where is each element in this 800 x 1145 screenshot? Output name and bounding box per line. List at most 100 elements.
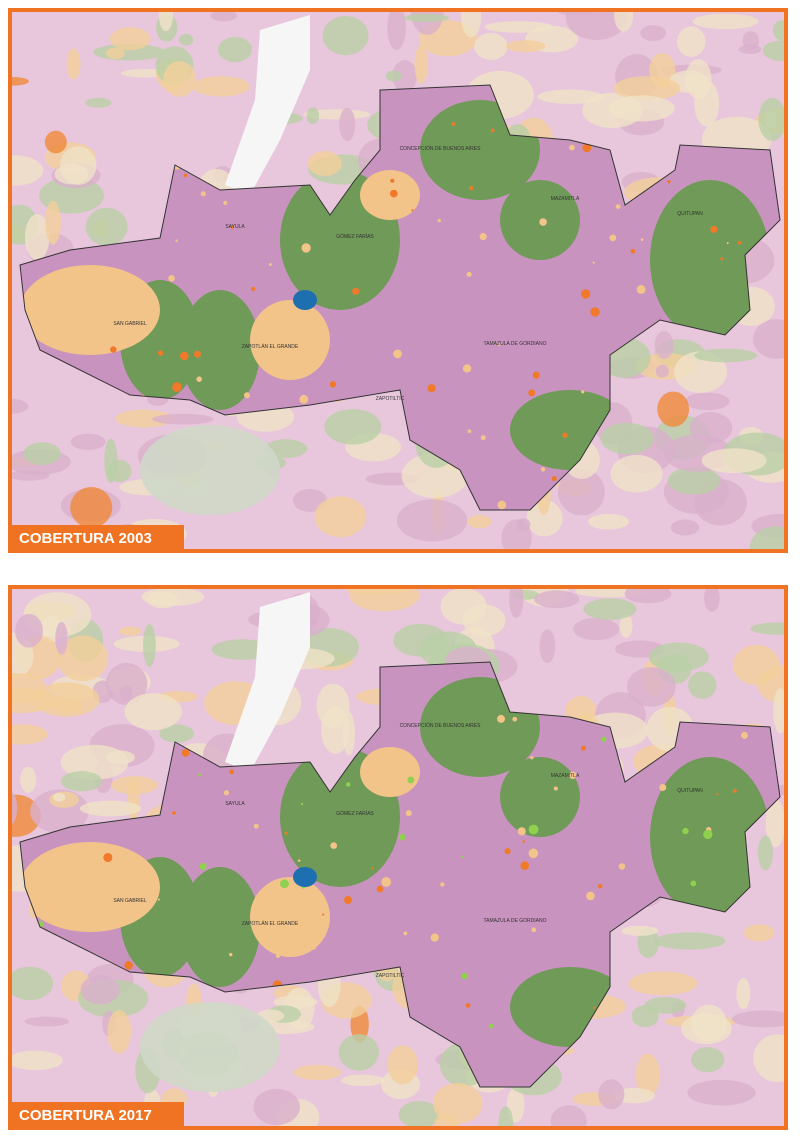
cover-dot — [299, 394, 309, 404]
cover-dot — [517, 827, 526, 836]
cover-dot — [682, 827, 689, 835]
cover-dot — [437, 218, 441, 223]
land-cover-patch — [57, 635, 109, 682]
land-cover-patch — [750, 622, 786, 635]
land-cover-patch — [687, 1079, 756, 1106]
land-cover-patch — [85, 207, 128, 246]
land-cover-patch — [588, 513, 630, 530]
land-cover-patch — [20, 766, 37, 793]
land-cover-patch — [24, 1016, 70, 1027]
land-cover-patch — [342, 712, 355, 756]
land-cover-patch — [338, 1034, 380, 1071]
land-cover-patch — [573, 617, 620, 641]
land-cover-patch — [691, 1047, 725, 1073]
cover-dot — [297, 859, 301, 862]
land-cover-patch — [509, 587, 524, 619]
cover-dot — [279, 879, 289, 889]
land-cover-patch — [461, 10, 482, 38]
cover-dot — [157, 898, 160, 901]
cover-dot — [667, 180, 671, 184]
cover-dot — [630, 248, 636, 254]
place-label: GÓMEZ FARÍAS — [336, 233, 374, 240]
cover-dot — [223, 200, 228, 205]
land-cover-patch — [758, 97, 786, 142]
cover-dot — [124, 961, 133, 970]
cover-dot — [592, 261, 595, 264]
land-cover-patch — [339, 107, 356, 142]
cover-dot — [284, 831, 288, 835]
land-cover-patch — [657, 391, 690, 427]
cover-dot — [275, 953, 281, 958]
cover-dot — [504, 848, 511, 855]
cover-dot — [52, 323, 59, 331]
land-cover-patch — [387, 1045, 418, 1085]
map-panel: CONCEPCIÓN DE BUENOS AIRES SAYULA GÓMEZ FA… — [8, 585, 788, 1130]
cover-dot — [539, 218, 547, 226]
land-cover-patch — [684, 392, 730, 411]
land-cover-patch — [749, 526, 786, 551]
cover-dot — [181, 748, 190, 757]
land-cover-patch — [598, 1079, 625, 1110]
cover-dot — [343, 896, 352, 905]
agriculture — [250, 877, 330, 957]
land-cover-patch — [33, 682, 100, 717]
cover-dot — [618, 863, 626, 870]
land-cover-patch — [10, 966, 54, 1001]
land-cover-patch — [688, 671, 717, 699]
place-label: GÓMEZ FARÍAS — [336, 810, 374, 817]
cover-dot — [180, 351, 189, 361]
cover-dot — [411, 209, 414, 212]
land-cover-patch — [757, 835, 773, 871]
land-cover-patch — [24, 213, 50, 261]
land-cover-patch — [10, 155, 44, 186]
land-cover-patch — [158, 10, 174, 32]
land-cover-patch — [627, 667, 676, 707]
land-cover-patch — [324, 408, 382, 445]
cover-dot — [490, 128, 495, 133]
cover-dot — [520, 861, 530, 870]
land-cover-patch — [141, 587, 205, 606]
cover-dot — [540, 467, 546, 472]
land-cover-patch — [505, 40, 546, 53]
land-cover-patch — [306, 107, 320, 125]
map-content: CONCEPCIÓN DE BUENOS AIRES SAYULA GÓMEZ FA… — [10, 587, 786, 1128]
cover-dot — [480, 435, 486, 441]
land-cover-patch — [66, 48, 81, 80]
cover-dot — [562, 432, 568, 438]
volcano — [140, 425, 280, 515]
land-cover-patch — [159, 724, 195, 743]
place-label: SAN GABRIEL — [113, 898, 147, 904]
land-cover-patch — [152, 413, 214, 425]
cover-dot — [230, 225, 235, 229]
land-cover-patch — [392, 60, 418, 93]
land-cover-patch — [80, 975, 120, 1005]
land-cover-patch — [689, 412, 733, 444]
cover-dot — [194, 350, 202, 358]
land-cover-patch — [736, 977, 751, 1010]
place-label: ZAPOTLÁN EL GRANDE — [242, 920, 299, 927]
panel-label: COBERTURA 2003 — [19, 530, 152, 547]
lake — [293, 290, 317, 310]
cover-dot — [268, 263, 272, 266]
cover-dot — [183, 173, 188, 178]
land-cover-patch — [10, 724, 48, 745]
land-cover-patch — [340, 1074, 385, 1087]
land-cover-patch — [753, 1034, 786, 1083]
cover-dot — [528, 824, 539, 835]
cover-dot — [345, 782, 351, 787]
land-cover-patch — [307, 150, 342, 176]
cover-dot — [223, 790, 230, 796]
cover-dot — [581, 390, 585, 394]
cover-dot — [590, 307, 600, 317]
land-cover-patch — [539, 629, 556, 664]
cover-dot — [199, 862, 207, 870]
land-cover-patch — [396, 499, 468, 542]
land-cover-patch — [691, 1004, 727, 1042]
cover-dot — [311, 945, 316, 950]
cover-dot — [593, 1006, 596, 1010]
forest — [180, 867, 260, 987]
cover-dot — [329, 381, 337, 388]
land-cover-patch — [619, 614, 633, 638]
cover-dot — [352, 287, 360, 295]
